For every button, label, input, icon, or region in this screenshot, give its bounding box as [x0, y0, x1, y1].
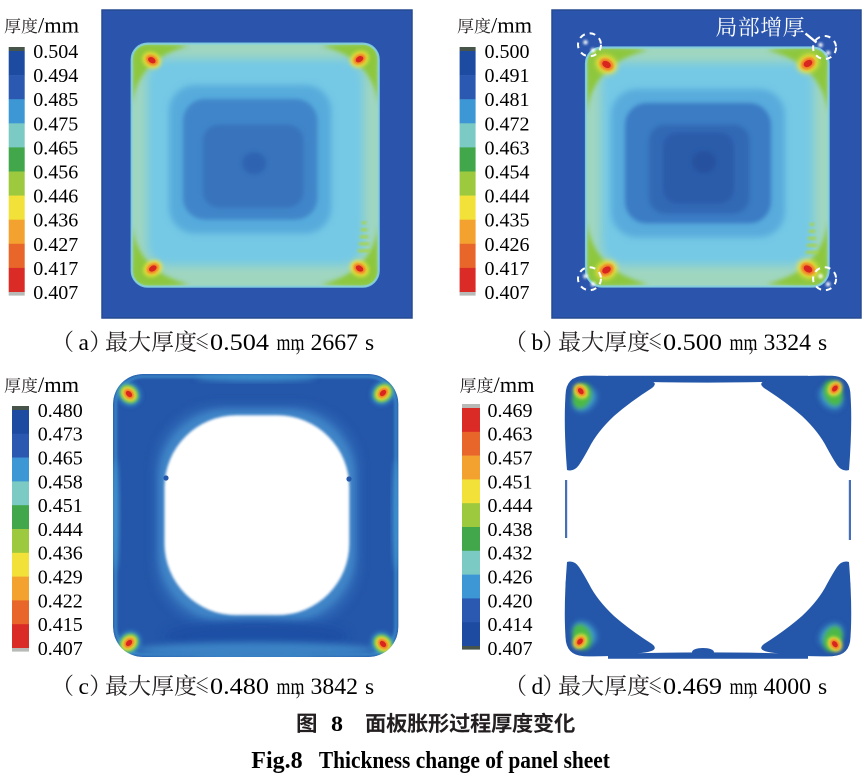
svg-text:s: s — [818, 330, 827, 356]
svg-text:0.494: 0.494 — [33, 65, 78, 87]
svg-text:0.454: 0.454 — [485, 162, 530, 184]
svg-text:d: d — [532, 674, 544, 700]
svg-text:mm: mm — [277, 330, 305, 356]
svg-text:0.469: 0.469 — [488, 400, 533, 422]
svg-text:0.480: 0.480 — [38, 400, 83, 422]
svg-text:0.444: 0.444 — [488, 495, 533, 517]
svg-text:0.500: 0.500 — [485, 41, 530, 63]
svg-text:0.435: 0.435 — [485, 210, 530, 232]
svg-text:0.457: 0.457 — [488, 448, 533, 470]
svg-text:0.407: 0.407 — [38, 638, 83, 660]
svg-text:0.504: 0.504 — [210, 330, 269, 356]
svg-text:0.444: 0.444 — [485, 186, 530, 208]
svg-text:0.491: 0.491 — [485, 65, 530, 87]
svg-text:0.456: 0.456 — [33, 162, 78, 184]
svg-text:/mm: /mm — [491, 13, 532, 38]
svg-text:0.451: 0.451 — [38, 495, 83, 517]
svg-text:3842: 3842 — [311, 674, 359, 700]
svg-text:/mm: /mm — [38, 372, 79, 397]
svg-text:0.407: 0.407 — [485, 282, 530, 304]
svg-text:0.407: 0.407 — [33, 282, 78, 304]
svg-text:0.465: 0.465 — [33, 137, 78, 159]
svg-text:0.427: 0.427 — [33, 234, 78, 256]
svg-text:0.463: 0.463 — [485, 137, 530, 159]
svg-text:/mm: /mm — [494, 372, 535, 397]
svg-text:a: a — [79, 330, 90, 356]
svg-text:4000: 4000 — [764, 674, 812, 700]
svg-text:0.415: 0.415 — [38, 614, 83, 636]
svg-text:0.473: 0.473 — [38, 424, 83, 446]
svg-text:0.426: 0.426 — [488, 567, 533, 589]
svg-text:0.465: 0.465 — [38, 448, 83, 470]
svg-text:0.446: 0.446 — [33, 186, 78, 208]
svg-text:0.407: 0.407 — [488, 638, 533, 660]
svg-text:3324: 3324 — [764, 330, 812, 356]
svg-text:Thickness change of panel shee: Thickness change of panel sheet — [319, 748, 610, 774]
svg-text:0.485: 0.485 — [33, 89, 78, 111]
svg-text:/mm: /mm — [38, 13, 79, 38]
svg-text:0.481: 0.481 — [485, 89, 530, 111]
svg-text:0.444: 0.444 — [38, 519, 83, 541]
svg-text:0.504: 0.504 — [33, 41, 78, 63]
svg-text:0.463: 0.463 — [488, 424, 533, 446]
svg-text:0.458: 0.458 — [38, 471, 83, 493]
svg-text:0.472: 0.472 — [485, 113, 530, 135]
svg-text:0.469: 0.469 — [663, 674, 722, 700]
svg-text:0.480: 0.480 — [210, 674, 269, 700]
svg-text:mm: mm — [730, 330, 758, 356]
svg-text:0.475: 0.475 — [33, 113, 78, 135]
svg-text:mm: mm — [277, 674, 305, 700]
svg-text:Fig.8: Fig.8 — [251, 748, 302, 774]
svg-text:0.429: 0.429 — [38, 567, 83, 589]
svg-text:0.422: 0.422 — [38, 590, 83, 612]
svg-text:0.436: 0.436 — [38, 543, 83, 565]
svg-text:0.500: 0.500 — [663, 330, 722, 356]
svg-text:s: s — [818, 674, 827, 700]
svg-text:8: 8 — [331, 711, 343, 736]
svg-text:0.417: 0.417 — [485, 258, 530, 280]
svg-text:s: s — [365, 330, 374, 356]
svg-text:c: c — [79, 674, 89, 700]
svg-text:0.451: 0.451 — [488, 471, 533, 493]
svg-text:b: b — [532, 330, 544, 356]
svg-text:2667: 2667 — [311, 330, 359, 356]
svg-text:0.432: 0.432 — [488, 543, 533, 565]
svg-text:0.438: 0.438 — [488, 519, 533, 541]
svg-text:mm: mm — [730, 674, 758, 700]
svg-text:0.414: 0.414 — [488, 614, 533, 636]
svg-text:0.420: 0.420 — [488, 590, 533, 612]
svg-text:0.436: 0.436 — [33, 210, 78, 232]
svg-text:0.417: 0.417 — [33, 258, 78, 280]
svg-text:s: s — [365, 674, 374, 700]
svg-text:0.426: 0.426 — [485, 234, 530, 256]
